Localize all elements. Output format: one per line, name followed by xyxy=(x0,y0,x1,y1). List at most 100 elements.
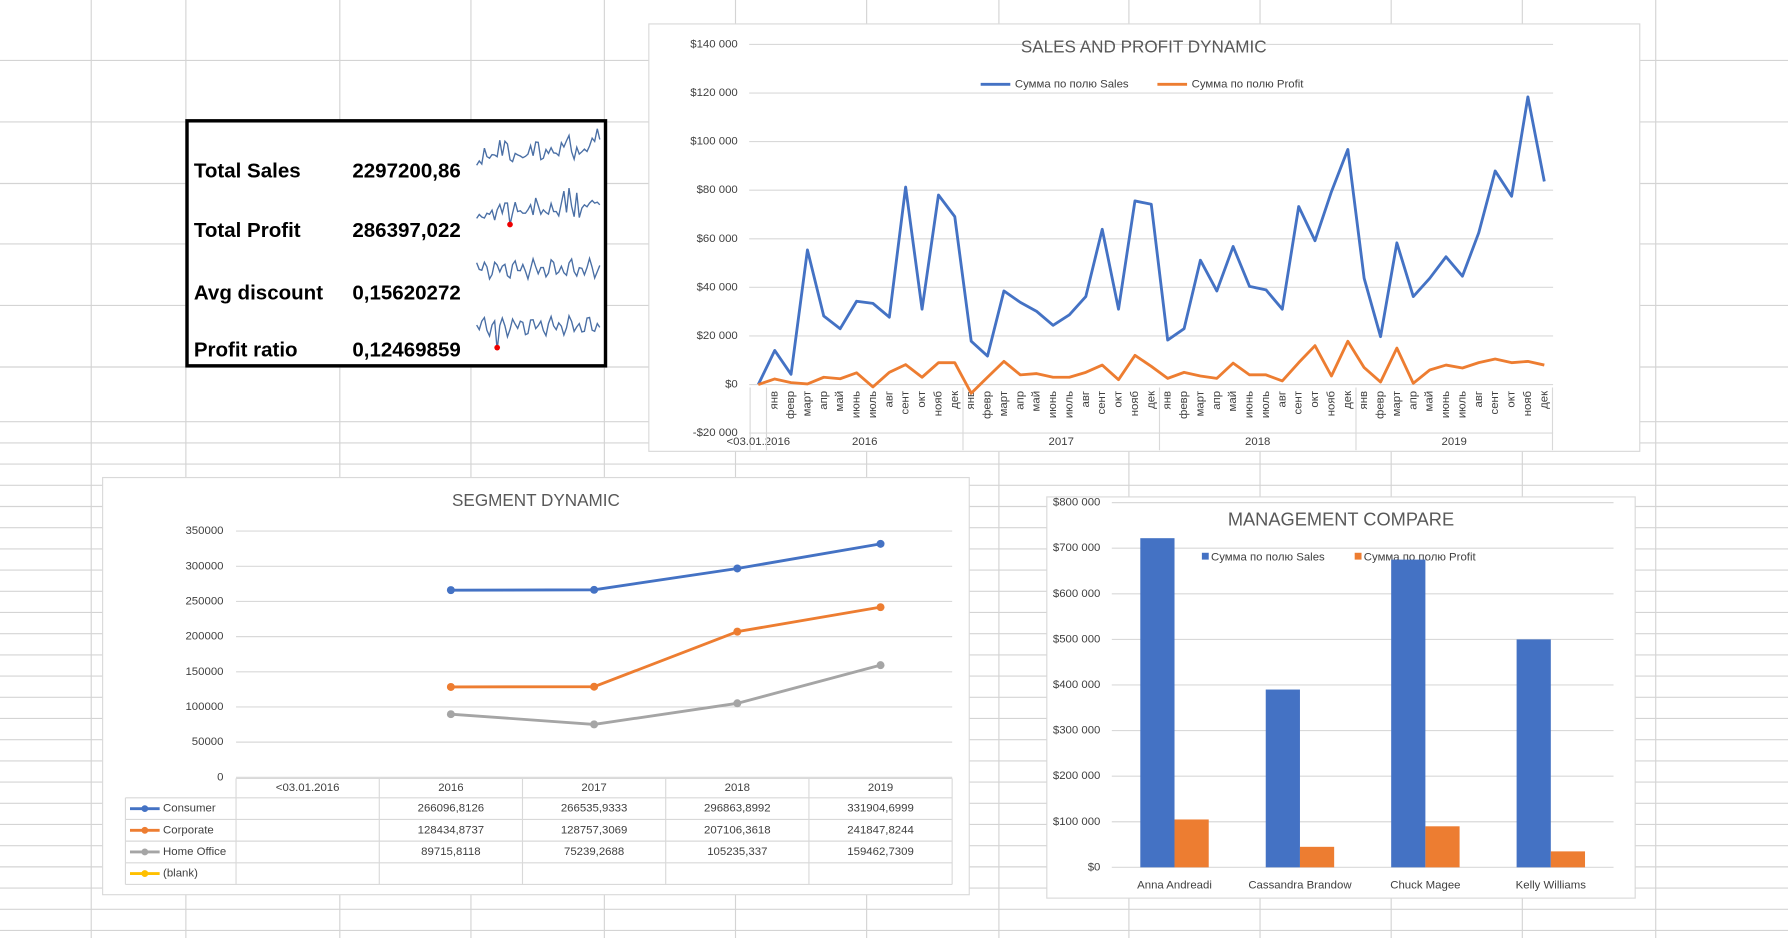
x-tick-label: май xyxy=(834,391,846,412)
x-group-label: 2016 xyxy=(852,436,877,448)
y-tick-label: $500 000 xyxy=(1053,633,1101,645)
x-tick-label: апр xyxy=(1407,391,1419,410)
series-marker xyxy=(733,564,742,573)
data-table-value: 331904,6999 xyxy=(847,803,914,815)
x-tick-label: май xyxy=(1227,391,1239,412)
x-tick-label: июнь xyxy=(1047,391,1059,418)
bar xyxy=(1265,689,1300,868)
x-tick-label: апр xyxy=(818,391,830,410)
x-tick-label: 2019 xyxy=(868,782,893,794)
x-tick-label: июль xyxy=(1063,391,1075,418)
x-tick-label: нояб xyxy=(1522,390,1534,416)
x-tick-label: июнь xyxy=(851,391,863,418)
y-tick-label: $60 000 xyxy=(697,233,738,245)
kpi-box xyxy=(185,119,608,368)
series-marker xyxy=(876,539,885,548)
y-tick-label: 100000 xyxy=(185,701,223,713)
y-tick-label: 300000 xyxy=(185,560,223,572)
x-tick-label: март xyxy=(1194,390,1206,416)
x-tick-label: янв xyxy=(1162,391,1174,410)
x-tick-label: нояб xyxy=(1325,390,1337,416)
y-tick-label: -$20 000 xyxy=(693,427,738,439)
data-table-value: 296863,8992 xyxy=(704,803,771,815)
series-marker xyxy=(733,699,742,708)
kpi-label: Avg discount xyxy=(194,281,323,304)
y-tick-label: 200000 xyxy=(185,631,223,643)
chart-title: SEGMENT DYNAMIC xyxy=(452,491,620,510)
x-tick-label: окт xyxy=(1309,390,1321,407)
y-tick-label: $300 000 xyxy=(1053,725,1101,737)
sparkline xyxy=(476,128,601,166)
x-tick-label: март xyxy=(801,390,813,416)
kpi-label: Profit ratio xyxy=(194,338,298,361)
x-tick-label: 2018 xyxy=(725,782,750,794)
series-line xyxy=(757,95,1546,386)
y-tick-label: $800 000 xyxy=(1053,497,1101,509)
legend-key-marker xyxy=(141,805,149,813)
x-tick-label: февр xyxy=(785,391,797,419)
series-marker xyxy=(446,682,455,691)
y-tick-label: $140 000 xyxy=(690,38,738,50)
data-table-value: 207106,3618 xyxy=(704,824,771,836)
series-line xyxy=(450,605,881,689)
legend-key-marker xyxy=(141,870,149,878)
y-tick-label: $700 000 xyxy=(1053,542,1101,554)
x-tick-label: окт xyxy=(916,390,928,407)
x-tick-label: окт xyxy=(1506,390,1518,407)
x-tick-label: июнь xyxy=(1244,391,1256,418)
x-tick-label: июнь xyxy=(1440,391,1452,418)
x-tick-label: май xyxy=(1424,391,1436,412)
y-tick-label: $600 000 xyxy=(1053,588,1101,600)
legend-label: Consumer xyxy=(163,803,216,815)
x-group-label: 2018 xyxy=(1245,436,1270,448)
data-table-value: 266096,8126 xyxy=(418,803,485,815)
x-tick-label: дек xyxy=(1538,390,1550,409)
y-tick-label: $200 000 xyxy=(1053,770,1101,782)
y-tick-label: 350000 xyxy=(185,525,223,537)
x-tick-label: нояб xyxy=(932,390,944,416)
series-marker xyxy=(733,627,742,636)
kpi-label: Total Profit xyxy=(194,219,301,242)
x-tick-label: авг xyxy=(1276,391,1288,408)
x-tick-label: апр xyxy=(1211,391,1223,410)
y-tick-label: $400 000 xyxy=(1053,679,1101,691)
x-tick-label: март xyxy=(998,390,1010,416)
legend-label: Corporate xyxy=(163,824,214,836)
x-tick-label: 2017 xyxy=(581,782,606,794)
x-group-label: <03.01.2016 xyxy=(726,436,790,448)
x-tick-label: <03.01.2016 xyxy=(276,782,340,794)
x-tick-label: 2016 xyxy=(438,782,463,794)
x-tick-label: июль xyxy=(867,391,879,418)
x-group-label: 2017 xyxy=(1049,436,1074,448)
x-tick-label: дек xyxy=(1145,390,1157,409)
chart-area xyxy=(648,23,1641,452)
bar xyxy=(1391,559,1426,868)
y-tick-label: $40 000 xyxy=(697,281,738,293)
x-tick-label: май xyxy=(1031,391,1043,412)
x-tick-label: июль xyxy=(1456,391,1468,418)
x-tick-label: февр xyxy=(1375,391,1387,419)
data-table-value: 75239,2688 xyxy=(564,846,624,858)
x-tick-label: нояб xyxy=(1129,390,1141,416)
data-table-value: 89715,8118 xyxy=(421,846,480,858)
bar xyxy=(1550,851,1586,868)
bar xyxy=(1299,846,1335,868)
y-tick-label: 150000 xyxy=(185,666,223,678)
legend-label: (blank) xyxy=(163,868,198,880)
chart-title: MANAGEMENT COMPARE xyxy=(1228,509,1454,530)
sparkline-low-marker xyxy=(494,344,501,351)
kpi-label: Total Sales xyxy=(194,160,301,183)
series-marker xyxy=(876,603,885,612)
kpi-value: 0,15620272 xyxy=(352,281,460,304)
sparkline xyxy=(476,255,601,282)
x-tick-label: февр xyxy=(1178,391,1190,419)
chart-title: SALES AND PROFIT DYNAMIC xyxy=(1021,37,1267,56)
series-line xyxy=(757,339,1545,395)
y-tick-label: $100 000 xyxy=(1053,816,1101,828)
legend-label: Сумма по полю Profit xyxy=(1192,78,1305,90)
series-marker xyxy=(590,682,599,691)
bar xyxy=(1425,826,1460,868)
y-tick-label: $120 000 xyxy=(690,87,738,99)
legend-label: Сумма по полю Profit xyxy=(1364,551,1477,563)
legend-key-marker xyxy=(141,848,149,856)
